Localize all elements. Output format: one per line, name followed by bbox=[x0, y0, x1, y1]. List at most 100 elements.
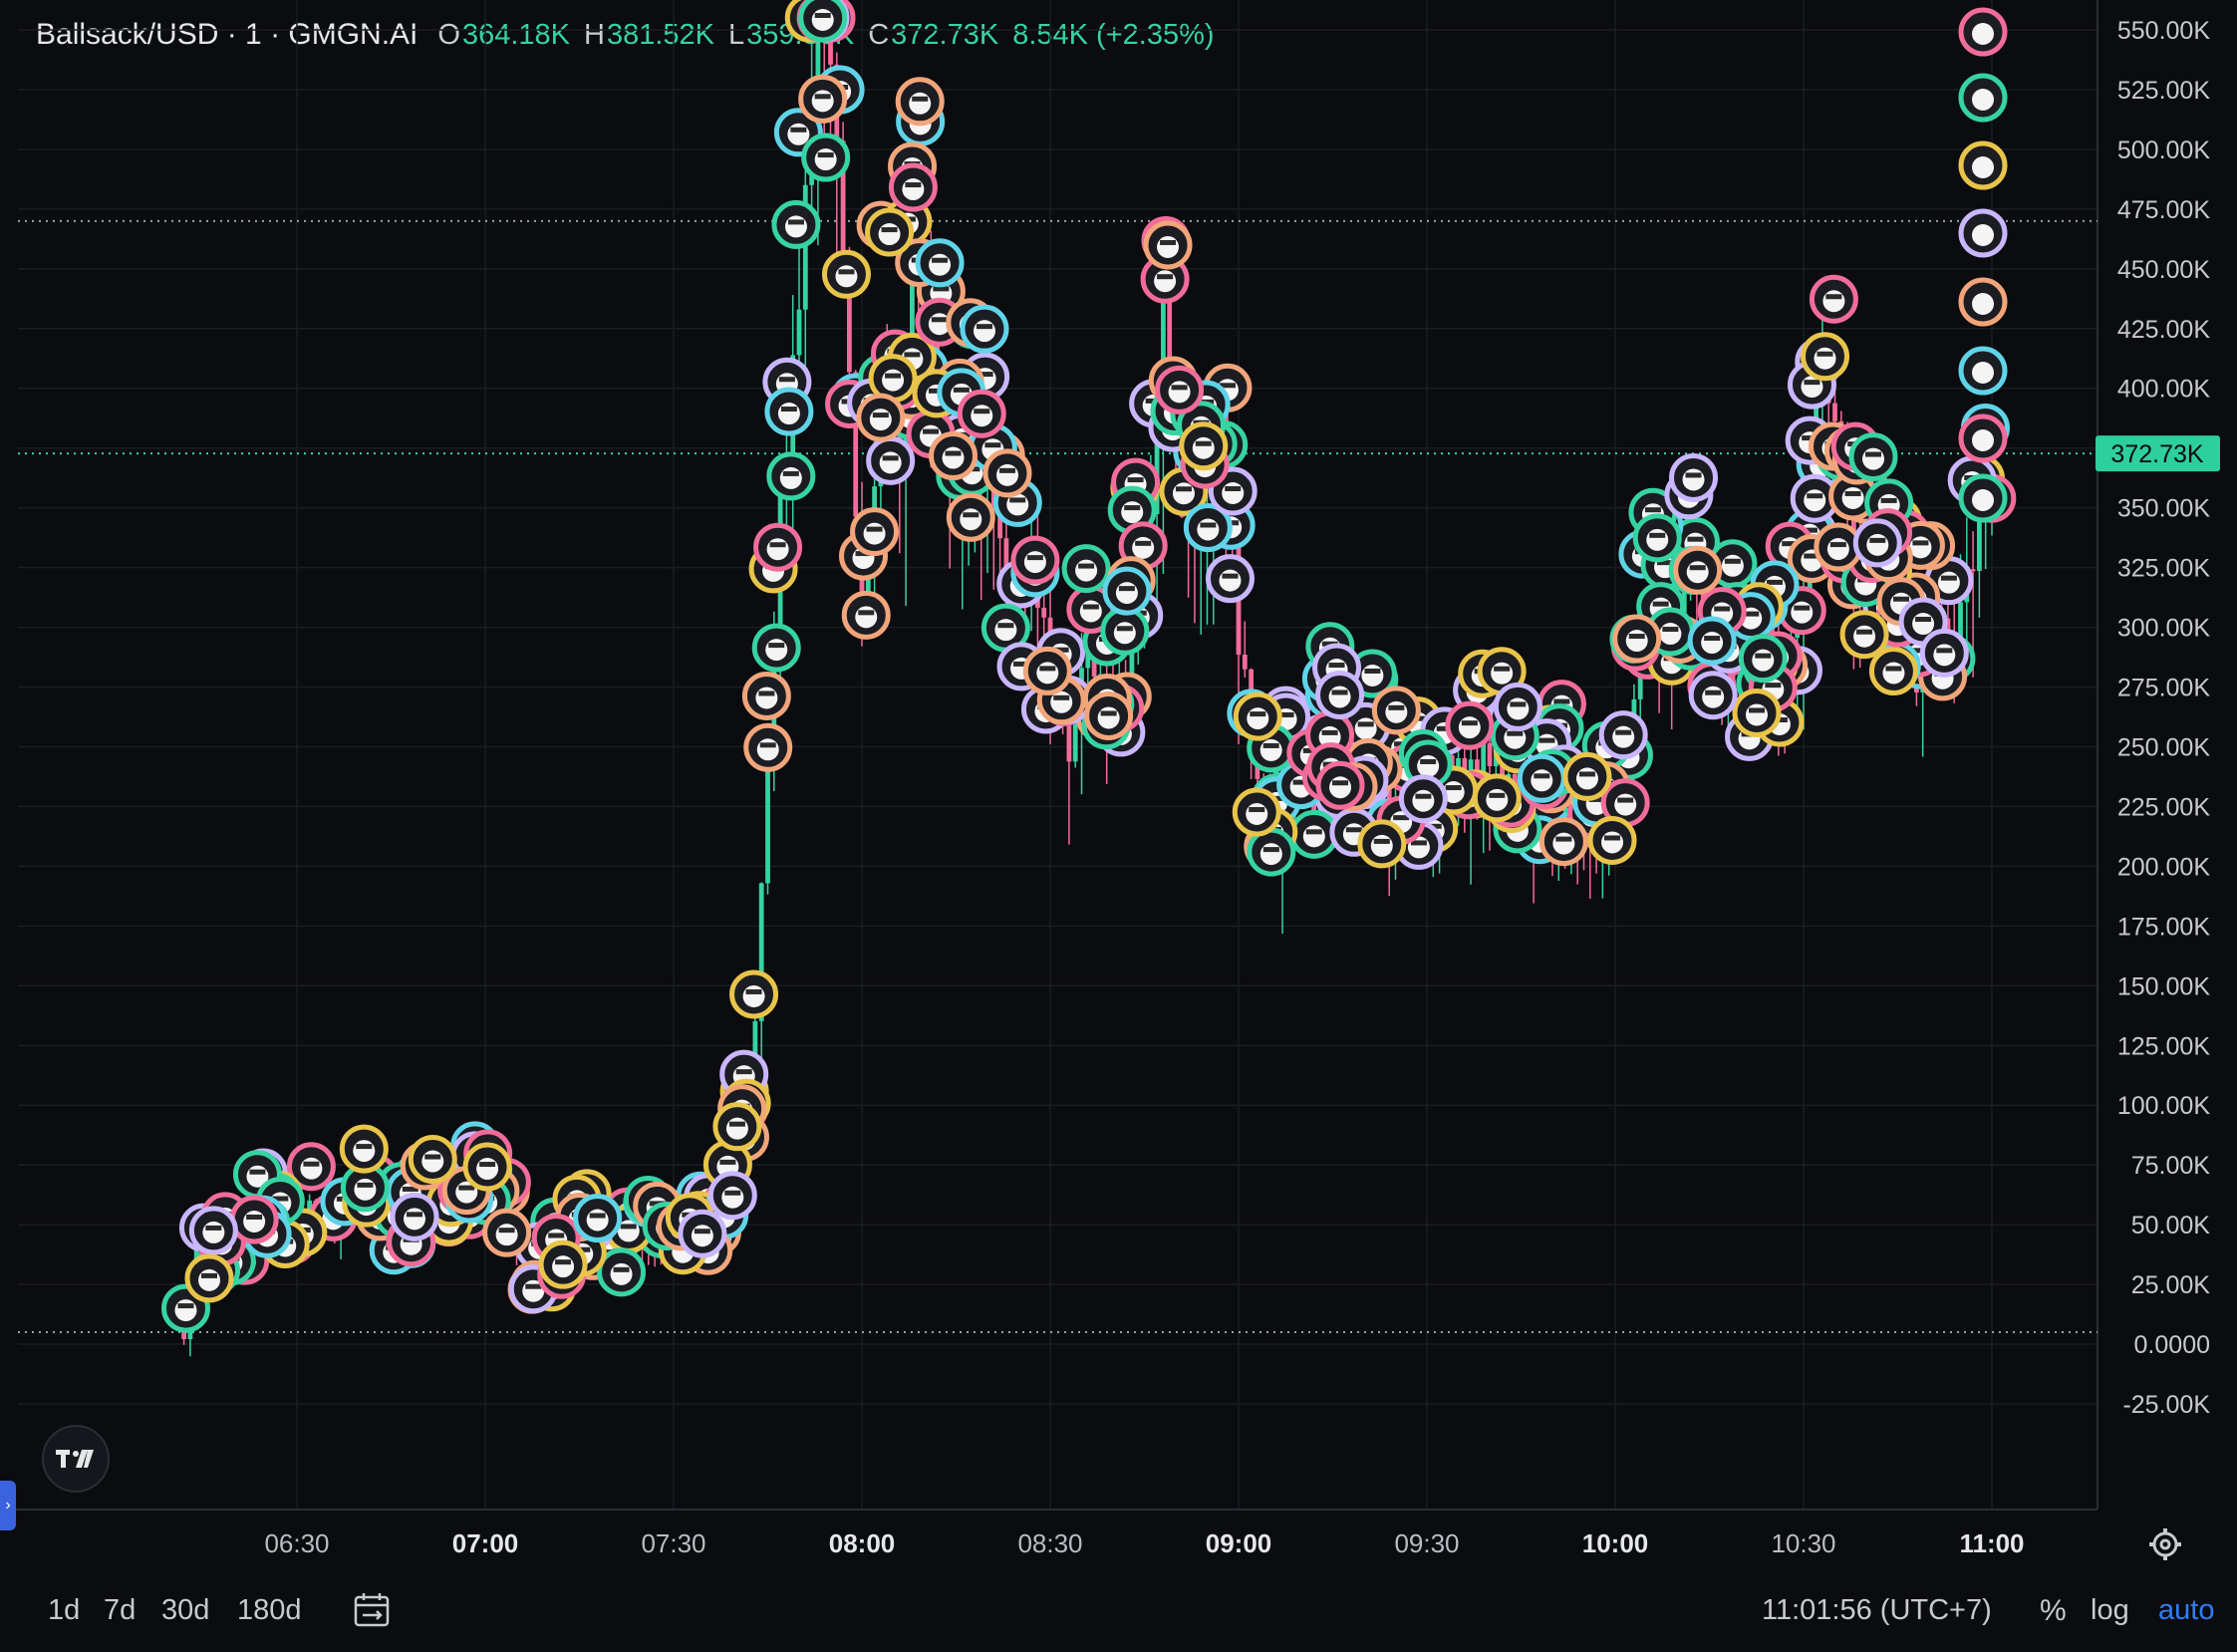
trade-marker-eyes bbox=[1321, 641, 1338, 647]
trade-marker-eyes bbox=[1885, 666, 1902, 672]
trade-marker-eyes bbox=[424, 1154, 441, 1160]
trade-marker-eyes bbox=[858, 610, 875, 616]
time-tick-label: 10:00 bbox=[1582, 1528, 1649, 1558]
trade-marker-eyes bbox=[933, 286, 950, 292]
range-30d-button[interactable]: 30d bbox=[161, 1594, 210, 1626]
clock-readout[interactable]: 11:01:56 (UTC+7) bbox=[1762, 1594, 1992, 1626]
candle-body bbox=[1970, 569, 1976, 572]
trade-marker bbox=[1205, 554, 1255, 604]
trade-marker-eyes bbox=[589, 1213, 606, 1219]
trade-marker-eyes bbox=[1782, 541, 1799, 547]
trade-marker bbox=[1958, 208, 2008, 258]
trade-marker-eyes bbox=[1578, 771, 1595, 777]
trade-marker-avatar bbox=[787, 123, 810, 145]
trade-marker-eyes bbox=[649, 1201, 666, 1207]
candle-body bbox=[802, 184, 808, 310]
trade-marker-avatar bbox=[863, 522, 886, 545]
trade-marker-eyes bbox=[1869, 537, 1886, 543]
trade-marker-eyes bbox=[1534, 773, 1550, 779]
candle-body bbox=[1129, 633, 1135, 683]
range-180d-button[interactable]: 180d bbox=[237, 1594, 302, 1626]
trade-marker-eyes bbox=[1652, 601, 1669, 607]
price-tick-label: 450.00K bbox=[2117, 256, 2210, 284]
trade-marker-eyes bbox=[1649, 532, 1666, 538]
trade-marker-eyes bbox=[1160, 239, 1177, 245]
trade-marker bbox=[1669, 452, 1719, 502]
trade-marker-eyes bbox=[1755, 653, 1772, 659]
trade-marker-avatar bbox=[1329, 776, 1352, 799]
percent-scale-toggle[interactable]: % bbox=[2040, 1594, 2067, 1627]
price-tick-label: 50.00K bbox=[2131, 1212, 2211, 1239]
range-7d-button[interactable]: 7d bbox=[104, 1594, 137, 1626]
last-price-badge bbox=[2096, 435, 2220, 472]
trade-marker bbox=[573, 1193, 623, 1242]
candle-body bbox=[853, 372, 859, 517]
trade-marker bbox=[712, 1102, 762, 1152]
trade-marker bbox=[408, 1135, 457, 1185]
trade-marker-avatar bbox=[929, 253, 952, 276]
trade-marker-eyes bbox=[555, 1259, 572, 1265]
trade-marker-eyes bbox=[613, 1266, 630, 1272]
calendar-range-icon[interactable] bbox=[353, 1590, 393, 1630]
trade-marker-avatar bbox=[1036, 662, 1059, 685]
trade-marker-avatar bbox=[1417, 754, 1440, 777]
trade-marker-eyes bbox=[1292, 779, 1309, 785]
trade-marker-avatar bbox=[476, 1158, 499, 1181]
trade-marker-eyes bbox=[1743, 611, 1760, 617]
trade-marker-eyes bbox=[1604, 835, 1621, 841]
chart-legend: Ballsack/USD · 1 · GMGN.AI O364.18K H381… bbox=[36, 18, 1215, 52]
trade-marker bbox=[678, 1209, 727, 1258]
trade-marker-eyes bbox=[1766, 579, 1783, 585]
trade-marker-avatar bbox=[1721, 554, 1744, 577]
gear-icon[interactable] bbox=[2148, 1527, 2182, 1561]
trade-marker-eyes bbox=[1082, 604, 1099, 610]
trade-marker-avatar bbox=[1507, 697, 1530, 720]
log-scale-toggle[interactable]: log bbox=[2091, 1594, 2129, 1626]
trade-marker-avatar bbox=[1552, 832, 1575, 855]
trade-marker bbox=[1538, 817, 1588, 867]
time-tick-label: 07:00 bbox=[452, 1528, 519, 1558]
trade-marker-avatar bbox=[1219, 569, 1242, 592]
trade-marker-avatar bbox=[1972, 489, 1994, 511]
trade-marker-eyes bbox=[402, 1186, 419, 1192]
trade-marker-avatar bbox=[1814, 347, 1836, 370]
trade-marker-avatar bbox=[1791, 601, 1814, 624]
trade-marker-eyes bbox=[1262, 742, 1279, 748]
trade-marker-eyes bbox=[479, 1162, 496, 1168]
bottom-toolbar: 1d 7d 30d 180d 11:01:56 (UTC+7) % log au… bbox=[0, 1572, 2237, 1652]
trade-marker-eyes bbox=[1415, 793, 1432, 799]
trade-marker-eyes bbox=[1825, 294, 1842, 300]
trade-marker-eyes bbox=[1893, 596, 1910, 602]
trade-marker-avatar bbox=[1625, 630, 1648, 653]
trade-marker-eyes bbox=[814, 13, 831, 18]
trade-marker-eyes bbox=[1628, 634, 1645, 640]
trade-marker-eyes bbox=[1689, 565, 1706, 571]
trade-marker bbox=[1612, 614, 1662, 664]
trade-marker-eyes bbox=[1538, 737, 1555, 743]
trade-marker-avatar bbox=[756, 738, 779, 761]
trade-marker bbox=[188, 1206, 238, 1255]
trade-marker bbox=[1010, 535, 1060, 585]
trade-marker-eyes bbox=[1052, 647, 1069, 653]
trade-marker bbox=[482, 1208, 532, 1257]
trade-marker bbox=[1958, 73, 2008, 123]
auto-scale-toggle[interactable]: auto bbox=[2158, 1594, 2215, 1626]
trade-marker-avatar bbox=[909, 92, 932, 115]
trade-marker-avatar bbox=[784, 215, 807, 238]
candle-body bbox=[828, 40, 833, 65]
trade-marker-avatar bbox=[1937, 571, 1960, 594]
trade-marker-avatar bbox=[353, 1140, 376, 1163]
trade-marker-eyes bbox=[498, 1228, 515, 1234]
trade-marker bbox=[753, 522, 803, 572]
range-1d-button[interactable]: 1d bbox=[48, 1594, 81, 1626]
trade-marker-eyes bbox=[249, 1169, 266, 1175]
trade-marker-eyes bbox=[1794, 605, 1811, 611]
tradingview-logo-icon[interactable] bbox=[42, 1425, 110, 1493]
trade-marker-eyes bbox=[1328, 663, 1345, 669]
trade-marker-avatar bbox=[1113, 622, 1136, 645]
price-tick-label: 100.00K bbox=[2117, 1092, 2210, 1120]
chevron-right-icon[interactable]: › bbox=[0, 1481, 16, 1530]
trade-marker bbox=[1738, 634, 1788, 684]
trade-marker-eyes bbox=[1687, 536, 1704, 542]
